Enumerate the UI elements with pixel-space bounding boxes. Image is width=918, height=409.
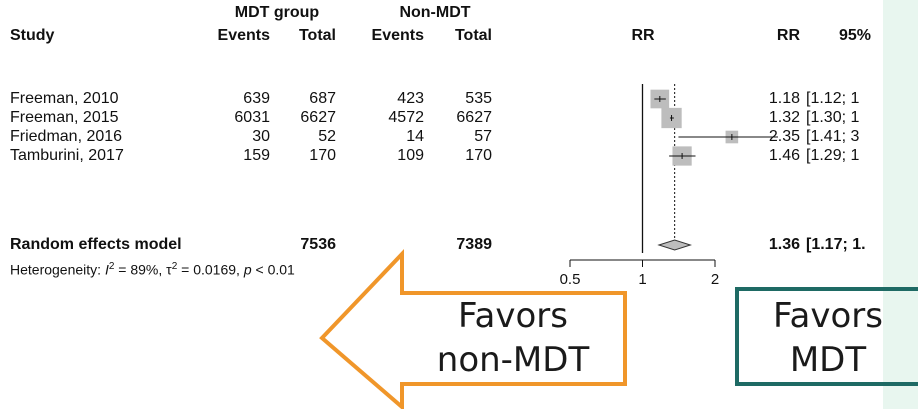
- group2-header: Non-MDT: [399, 4, 471, 21]
- pooled-ci: [1.17; 1.: [806, 236, 866, 253]
- total1: 6627: [300, 109, 336, 126]
- events1: 6031: [234, 109, 270, 126]
- favors-non-mdt-arrow: [319, 249, 627, 409]
- total1-header: Total: [298, 27, 336, 44]
- heterogeneity-prefix: Heterogeneity:: [10, 261, 105, 278]
- total1: 687: [309, 90, 336, 107]
- total1: 170: [309, 147, 336, 164]
- events2: 423: [397, 90, 424, 107]
- favors-mdt-line2: MDT: [789, 340, 867, 380]
- favors-non-mdt-line1: Favors: [458, 296, 568, 336]
- rr-plot-header: RR: [631, 27, 655, 44]
- p-value: < 0.01: [251, 261, 295, 278]
- group1-header: MDT group: [234, 4, 320, 21]
- events2-header: Events: [371, 27, 424, 44]
- pooled-diamond: [657, 239, 692, 251]
- study-name: Friedman, 2016: [10, 128, 123, 145]
- total2: 535: [465, 90, 492, 107]
- ci-value: [1.12; 1: [806, 90, 860, 107]
- pooled-label: Random effects model: [10, 236, 182, 253]
- x-tick-label: 0.5: [560, 271, 581, 288]
- events2: 109: [397, 147, 424, 164]
- pooled-total1: 7536: [300, 236, 336, 253]
- events1-header: Events: [217, 27, 270, 44]
- ci-value: [1.41; 3: [806, 128, 860, 145]
- favors-mdt-line1: Favors: [773, 296, 883, 336]
- favors-mdt-arrow: [735, 287, 918, 386]
- rr-value: 2.35: [768, 128, 800, 145]
- pooled-total2: 7389: [456, 236, 492, 253]
- ci-col-header: 95%: [839, 27, 872, 44]
- heterogeneity-text: Heterogeneity: I2 = 89%, τ2 = 0.0169, p …: [10, 258, 295, 279]
- favors-non-mdt-line2: non-MDT: [436, 340, 590, 380]
- study-header: Study: [10, 27, 55, 44]
- ci-value: [1.29; 1: [806, 147, 860, 164]
- events1: 159: [243, 147, 270, 164]
- rr-value: 1.46: [768, 147, 800, 164]
- p-symbol: p: [243, 261, 252, 278]
- x-tick-label: 1: [638, 271, 646, 288]
- ci-value: [1.30; 1: [806, 109, 860, 126]
- total2: 170: [465, 147, 492, 164]
- x-tick-label: 2: [711, 271, 719, 288]
- total2: 57: [474, 128, 492, 145]
- rr-value: 1.18: [768, 90, 800, 107]
- total2-header: Total: [454, 27, 492, 44]
- tau-symbol: τ: [166, 261, 172, 278]
- study-name: Freeman, 2010: [10, 90, 119, 107]
- rr-value: 1.32: [768, 109, 800, 126]
- events1: 30: [252, 128, 270, 145]
- study-name: Freeman, 2015: [10, 109, 119, 126]
- i2-sup: 2: [108, 261, 115, 272]
- tau-sup: 2: [171, 261, 178, 272]
- pooled-rr: 1.36: [768, 236, 800, 253]
- events1: 639: [243, 90, 270, 107]
- tau-value: = 0.0169,: [177, 261, 244, 278]
- i2-symbol: I: [104, 261, 109, 278]
- events2: 4572: [388, 109, 424, 126]
- rr-col-header: RR: [776, 27, 800, 44]
- total1: 52: [318, 128, 336, 145]
- events2: 14: [406, 128, 424, 145]
- total2: 6627: [456, 109, 492, 126]
- side-panel: [883, 0, 918, 409]
- study-name: Tamburini, 2017: [10, 147, 124, 164]
- i2-value: = 89%,: [114, 261, 167, 278]
